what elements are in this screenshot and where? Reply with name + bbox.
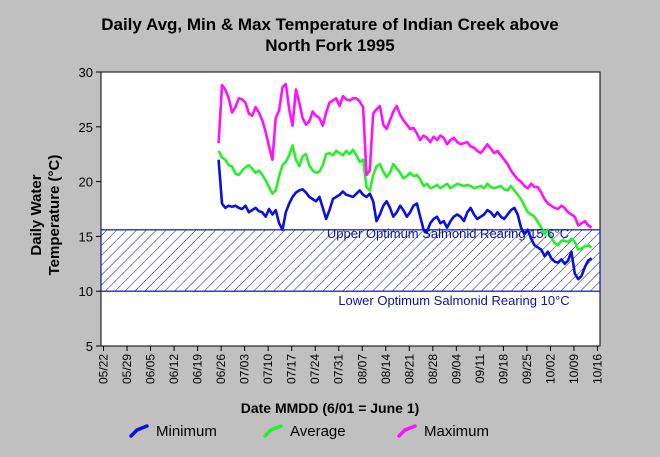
x-tick-label: 06/19 — [191, 354, 205, 384]
chart-canvas: Upper Optimum Salmonid Rearing 15.6°C Low… — [0, 0, 660, 457]
x-tick-label: 07/31 — [332, 354, 346, 384]
x-axis-label: Date MMDD (6/01 = June 1) — [0, 400, 660, 416]
x-tick-label: 07/17 — [285, 354, 299, 384]
y-tick-label: 20 — [79, 175, 93, 190]
x-tick-label: 08/14 — [379, 354, 393, 384]
x-tick-label: 08/28 — [426, 354, 440, 384]
x-tick-label: 06/05 — [144, 354, 158, 384]
x-tick-label: 08/21 — [402, 354, 416, 384]
x-tick-label: 07/10 — [261, 354, 275, 384]
legend-swatch-average — [262, 422, 284, 440]
x-tick-label: 10/09 — [567, 354, 581, 384]
x-tick-label: 07/03 — [238, 354, 252, 384]
legend-label: Average — [290, 423, 346, 440]
legend-item-maximum: Maximum — [396, 422, 489, 440]
x-tick-label: 05/22 — [97, 354, 111, 384]
y-tick-label: 30 — [79, 65, 93, 80]
x-tick-label: 06/12 — [167, 354, 181, 384]
y-tick-label: 10 — [79, 284, 93, 299]
upper-band-label: Upper Optimum Salmonid Rearing 15.6°C — [327, 226, 569, 241]
x-tick-label: 05/29 — [120, 354, 134, 384]
legend-swatch-minimum — [128, 422, 150, 440]
x-tick-label: 09/18 — [496, 354, 510, 384]
y-tick-label: 25 — [79, 120, 93, 135]
x-tick-label: 08/07 — [355, 354, 369, 384]
legend-label: Minimum — [156, 423, 217, 440]
x-tick-label: 09/04 — [449, 354, 463, 384]
x-tick-label: 06/26 — [214, 354, 228, 384]
x-tick-label: 09/11 — [473, 354, 487, 383]
x-tick-label: 10/16 — [590, 354, 604, 384]
legend-label: Maximum — [424, 423, 489, 440]
x-tick-label: 07/24 — [308, 354, 322, 384]
lower-band-label: Lower Optimum Salmonid Rearing 10°C — [338, 293, 569, 308]
legend-item-minimum: Minimum — [128, 422, 217, 440]
y-tick-label: 5 — [86, 339, 93, 354]
legend-item-average: Average — [262, 422, 346, 440]
legend: Minimum Average Maximum — [0, 422, 660, 442]
x-tick-label: 09/25 — [520, 354, 534, 384]
legend-swatch-maximum — [396, 422, 418, 440]
x-tick-label: 10/02 — [543, 354, 557, 384]
y-tick-label: 15 — [79, 229, 93, 244]
